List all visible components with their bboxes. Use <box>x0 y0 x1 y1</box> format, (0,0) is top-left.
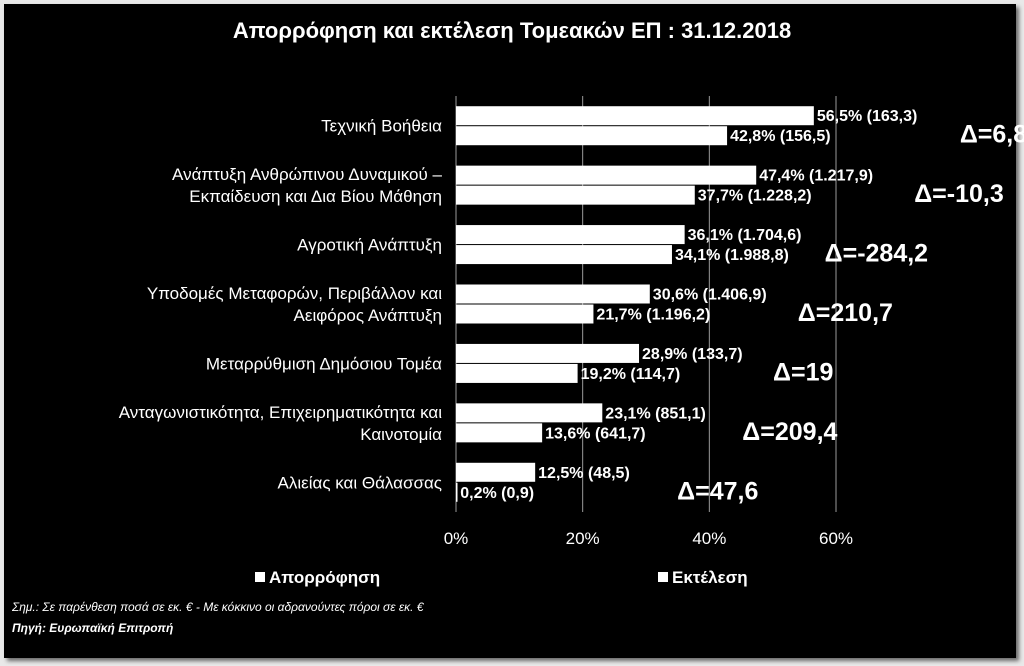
category-label: Ανταγωνιστικότητα, Επιχειρηματικότητα κα… <box>119 403 442 422</box>
data-label-absorption: 28,9% (133,7) <box>642 346 743 363</box>
data-label-absorption: 23,1% (851,1) <box>605 405 706 422</box>
bar-absorption <box>456 225 685 245</box>
delta-label: Δ=19 <box>773 358 833 386</box>
legend: Απορρόφηση Εκτέλεση <box>255 568 748 587</box>
delta-label: Δ=6,8 <box>960 121 1024 149</box>
data-label-absorption: 12,5% (48,5) <box>538 465 630 482</box>
gridlines <box>455 96 837 512</box>
bar-absorption <box>456 284 650 304</box>
bar-execution <box>456 363 578 383</box>
data-label-absorption: 36,1% (1.704,6) <box>688 227 802 244</box>
footnote: Σημ.: Σε παρένθεση ποσά σε εκ. € - Με κό… <box>11 600 425 614</box>
bar-execution <box>456 482 458 502</box>
legend-label: Απορρόφηση <box>269 568 380 587</box>
category-label: Υποδομές Μεταφορών, Περιβάλλον και <box>147 284 442 303</box>
bar-absorption <box>456 165 757 185</box>
data-label-absorption: 56,5% (163,3) <box>817 108 918 125</box>
delta-label: Δ=-284,2 <box>825 240 928 268</box>
category-labels: Τεχνική Βοήθεια Ανάπτυξη Ανθρώπινου Δυναμ… <box>119 117 443 493</box>
bars: 56,5% (163,3) 42,8% (156,5) Δ=6,8 47,4% (1.… <box>456 106 1024 505</box>
delta-label: Δ=47,6 <box>677 477 758 505</box>
category-label: Αειφόρος Ανάπτυξη <box>294 306 442 325</box>
chart-title: Απορρόφηση και εκτέλεση Τομεακών ΕΠ : 31… <box>233 18 791 43</box>
data-label-execution: 19,2% (114,7) <box>581 366 681 383</box>
delta-label: Δ=210,7 <box>798 299 893 327</box>
data-label-execution: 21,7% (1.196,2) <box>596 307 710 324</box>
bar-execution <box>456 126 728 146</box>
bar-execution <box>456 185 695 205</box>
legend-swatch <box>658 572 668 582</box>
delta-label: Δ=-10,3 <box>914 180 1004 208</box>
data-label-absorption: 47,4% (1.217,9) <box>759 168 873 185</box>
category-label: Ανάπτυξη Ανθρώπινου Δυναμικού – <box>172 165 443 184</box>
legend-label: Εκτέλεση <box>672 568 748 587</box>
x-tick-label: 20% <box>566 529 600 548</box>
data-label-absorption: 30,6% (1.406,9) <box>653 287 767 304</box>
bar-absorption <box>456 403 603 423</box>
x-axis-ticks: 0% 20% 40% 60% <box>444 529 853 548</box>
data-label-execution: 0,2% (0,9) <box>460 485 534 502</box>
data-label-execution: 37,7% (1.228,2) <box>698 188 812 205</box>
category-label: Αγροτική Ανάπτυξη <box>297 236 442 255</box>
x-tick-label: 40% <box>692 529 726 548</box>
data-label-execution: 42,8% (156,5) <box>730 128 831 145</box>
data-label-execution: 13,6% (641,7) <box>545 425 646 442</box>
category-label: Τεχνική Βοήθεια <box>321 117 442 136</box>
bar-execution <box>456 245 672 265</box>
category-label: Εκπαίδευση και Δια Βίου Μάθηση <box>189 187 442 206</box>
bar-execution <box>456 304 594 324</box>
source-note: Πηγή: Ευρωπαϊκή Επιτροπή <box>12 621 173 635</box>
bar-absorption <box>456 106 814 126</box>
legend-swatch <box>255 572 265 582</box>
category-label: Καινοτομία <box>360 425 442 444</box>
bar-execution <box>456 423 543 443</box>
data-label-execution: 34,1% (1.988,8) <box>675 247 789 264</box>
bar-absorption <box>456 343 640 363</box>
delta-label: Δ=209,4 <box>742 418 837 446</box>
x-tick-label: 60% <box>819 529 853 548</box>
category-label: Αλιείας και Θάλασσας <box>278 473 442 492</box>
x-tick-label: 0% <box>444 529 469 548</box>
category-label: Μεταρρύθμιση Δημόσιου Τομέα <box>206 354 442 373</box>
bar-absorption <box>456 462 536 482</box>
